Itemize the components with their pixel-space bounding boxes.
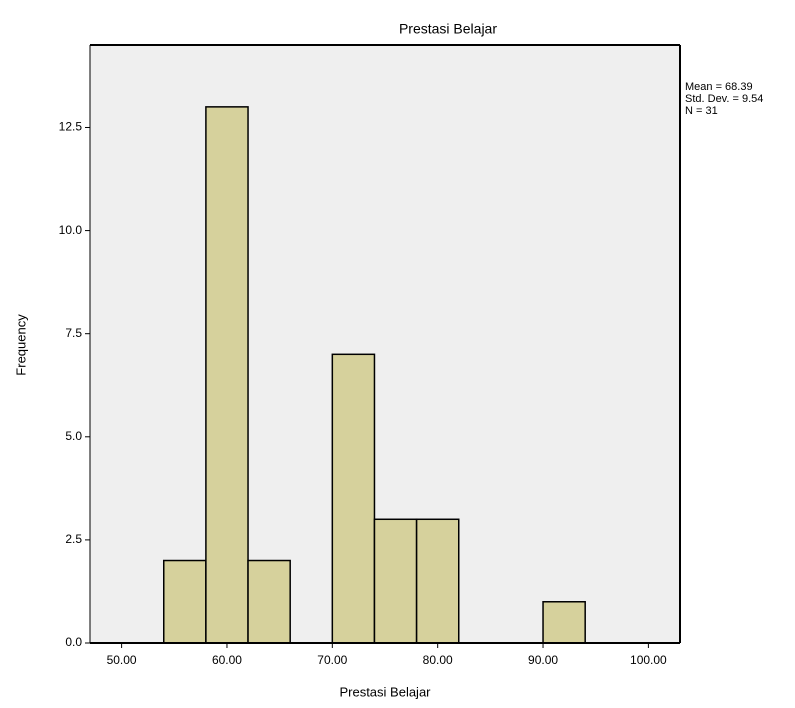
chart-title: Prestasi Belajar [399,21,497,37]
bar [248,561,290,643]
bar [374,519,416,643]
y-tick-label: 12.5 [59,120,83,134]
y-tick-label: 0.0 [65,635,82,649]
y-tick-label: 7.5 [65,326,82,340]
x-tick-label: 90.00 [528,653,558,667]
y-axis-label: Frequency [13,314,28,376]
bar [332,354,374,643]
x-tick-label: 60.00 [212,653,242,667]
y-tick-label: 10.0 [59,223,83,237]
chart: Prestasi Belajar Prestasi Belajar Freque… [0,0,795,708]
bar [164,561,206,643]
y-tick-label: 5.0 [65,429,82,443]
stats-line: Mean = 68.39 [685,81,753,93]
stats-line: Std. Dev. = 9.54 [685,93,763,105]
y-tick-label: 2.5 [65,532,82,546]
bar [206,107,248,643]
x-tick-label: 100.00 [630,653,667,667]
x-tick-label: 70.00 [317,653,347,667]
x-tick-label: 50.00 [107,653,137,667]
x-axis-label: Prestasi Belajar [339,684,431,699]
x-tick-label: 80.00 [423,653,453,667]
bar [543,602,585,643]
stats-line: N = 31 [685,105,718,117]
bar [417,519,459,643]
